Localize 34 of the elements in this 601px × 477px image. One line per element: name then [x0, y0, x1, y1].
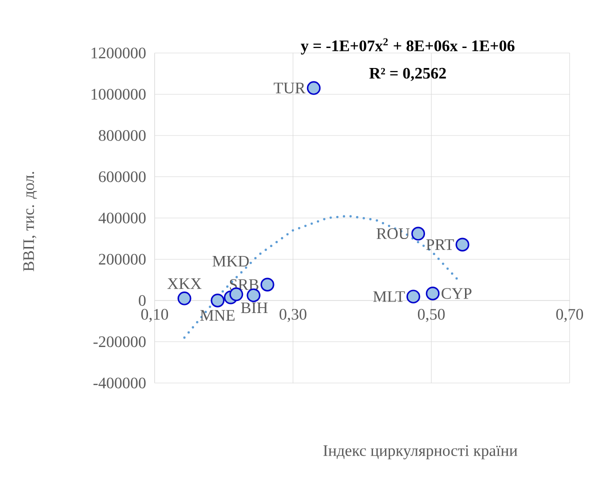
annotation: MKD	[212, 256, 249, 266]
y-axis-title: ВВП, тис. дол.	[23, 172, 37, 272]
point	[426, 286, 440, 300]
y-tick-label: 800000	[98, 130, 146, 141]
y-tick-label: 1000000	[92, 88, 146, 100]
annotation: TUR	[274, 82, 306, 94]
y-tick-label: 600000	[98, 171, 146, 182]
x-axis-title: Індекс циркулярності країни	[323, 445, 518, 460]
x-tick-label: 0,50	[418, 308, 445, 322]
y-tick-label: 400000	[98, 212, 146, 224]
y-tick-label: 200000	[98, 254, 146, 265]
point	[306, 81, 321, 95]
point	[260, 278, 274, 292]
point	[406, 290, 420, 304]
point	[210, 294, 224, 308]
annotation: PRT	[426, 239, 454, 250]
y-tick-label: 0	[138, 295, 146, 306]
x-tick-label: 0,30	[280, 308, 306, 322]
point	[178, 292, 192, 306]
point	[411, 226, 426, 241]
annotation: y = -1E+07x$^{2}$ + 8E+06x - 1E+06	[300, 38, 514, 55]
annotation: ROU	[376, 228, 410, 240]
annotation: CYP	[442, 288, 472, 299]
x-tick-label: 0,10	[141, 308, 168, 322]
y-tick-label: -200000	[93, 336, 146, 348]
annotation: BIH	[241, 302, 268, 314]
annotation: MLT	[373, 291, 405, 302]
y-tick-label: -400000	[93, 378, 146, 388]
x-tick-label: 0,70	[556, 308, 584, 322]
annotation: MNE	[200, 310, 235, 321]
y-tick-label: 1200000	[92, 48, 146, 58]
point	[456, 238, 470, 252]
annotation: R² = 0,2562	[369, 68, 446, 81]
annotation: XKX	[167, 278, 202, 289]
